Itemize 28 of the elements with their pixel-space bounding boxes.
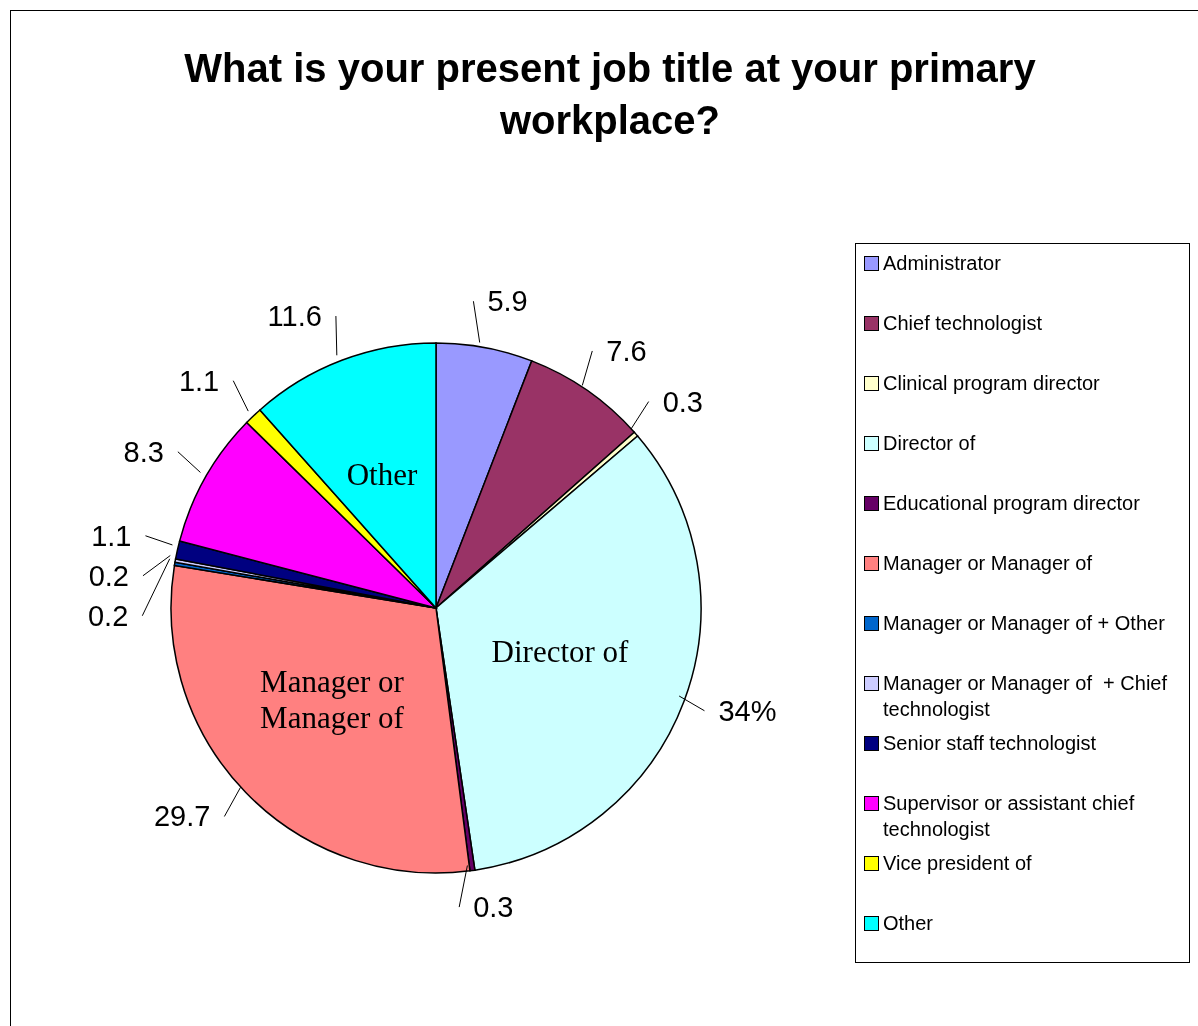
slice-label: Manager or Manager of bbox=[260, 663, 405, 735]
data-label: 8.3 bbox=[123, 435, 164, 468]
data-label: 29.7 bbox=[153, 800, 211, 833]
slice-label: Director of bbox=[491, 633, 630, 669]
data-label: 1.1 bbox=[91, 519, 132, 552]
legend-label: Manager or Manager of + Other bbox=[883, 611, 1165, 636]
data-label: 0.3 bbox=[473, 891, 514, 924]
data-label: 0.3 bbox=[662, 385, 703, 418]
data-label: 0.2 bbox=[88, 559, 129, 592]
legend-label: Manager or Manager of bbox=[883, 551, 1093, 576]
data-label: 34% bbox=[718, 694, 777, 727]
legend-label: Chief technologist bbox=[883, 311, 1042, 336]
legend-label: Clinical program director bbox=[883, 371, 1100, 396]
legend-label: Administrator bbox=[883, 251, 1001, 276]
slice-label: Other bbox=[346, 456, 418, 492]
data-label: 7.6 bbox=[606, 334, 647, 367]
legend-label: Other bbox=[883, 911, 934, 936]
legend-label: Supervisor or assistant chief technologist bbox=[883, 791, 1136, 842]
data-label: 1.1 bbox=[178, 364, 220, 397]
data-label: 5.9 bbox=[487, 285, 528, 318]
legend-label: Senior staff technologist bbox=[883, 731, 1097, 756]
legend-label: Director of bbox=[883, 431, 976, 456]
data-label: 0.2 bbox=[87, 599, 129, 632]
legend-label: Manager or Manager of + Chief technologist bbox=[883, 671, 1169, 722]
data-label: 11.6 bbox=[267, 300, 322, 333]
legend-label: Educational program director bbox=[883, 491, 1140, 516]
chart-title: What is your present job title at your primary workplace? bbox=[183, 45, 1037, 144]
legend-label: Vice president of bbox=[883, 851, 1032, 876]
